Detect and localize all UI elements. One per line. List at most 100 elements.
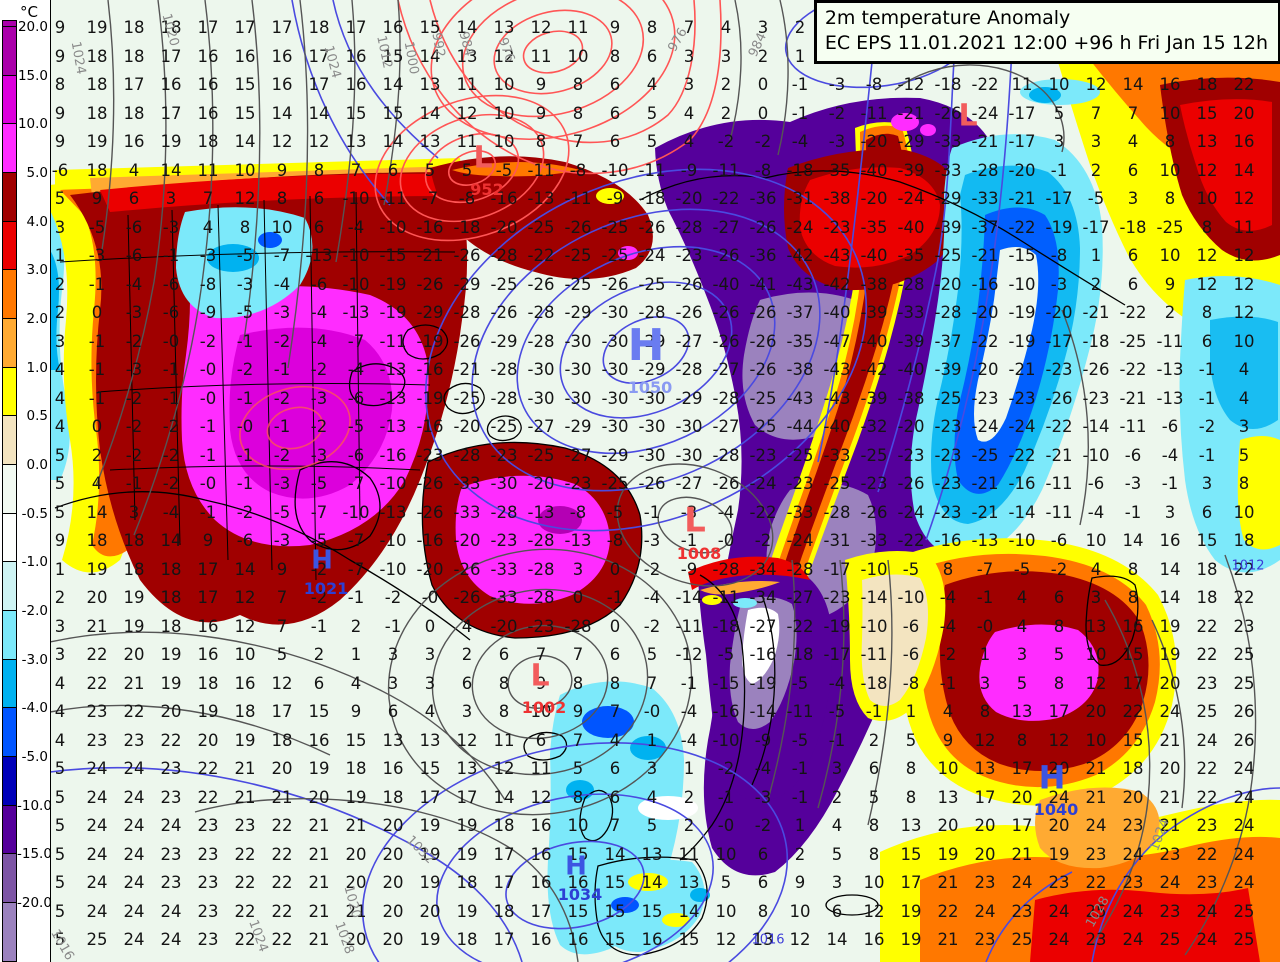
temperature-value: 1 [1090,246,1102,265]
temperature-value: -30 [527,388,555,408]
temperature-value: -26 [453,331,481,351]
temperature-value: -3 [310,388,328,408]
temperature-value: 0 [572,588,584,607]
temperature-value: 16 [197,46,219,66]
temperature-value: 17 [1011,816,1033,835]
temperature-value: 22 [86,645,108,664]
temperature-value: 4 [54,388,66,408]
temperature-value: -11 [379,189,407,208]
temperature-value: -11 [638,160,666,180]
temperature-value: 14 [419,46,441,66]
temperature-value: -1 [273,417,291,436]
temperature-value: 4 [91,474,103,493]
temperature-value: 2 [683,816,695,835]
temperature-value: -28 [712,445,740,465]
pressure-center-value: 1040 [1033,800,1079,820]
temperature-value: 19 [419,873,441,892]
temperature-value: -21 [971,474,999,493]
temperature-value: -27 [675,331,703,351]
temperature-value: -20 [897,417,925,436]
temperature-value: -16 [712,702,740,721]
temperature-value: 23 [160,759,182,778]
temperature-value: 18 [1233,531,1255,550]
temperature-value: -6 [1087,474,1105,493]
temperature-value: 19 [900,930,922,949]
temperature-value: 24 [123,844,145,864]
colorbar-segment [2,269,17,318]
temperature-value: -13 [527,189,555,208]
temperature-value: -43 [786,274,814,294]
temperature-value: -1 [680,531,698,550]
temperature-value: 24 [1233,759,1255,778]
temperature-value: 8 [905,759,917,778]
temperature-value: -39 [860,303,888,322]
temperature-value: -2 [1050,559,1068,579]
temperature-value: -30 [675,445,703,465]
temperature-value: -29 [897,132,925,151]
temperature-value: 3 [461,702,473,721]
temperature-value: -4 [680,730,698,750]
temperature-value: -3 [236,274,254,294]
temperature-value: 16 [863,930,885,949]
temperature-value: 7 [646,673,658,693]
temperature-value: 24 [1048,901,1070,921]
temperature-value: 24 [86,787,108,807]
temperature-value: 21 [308,930,330,949]
temperature-value: 8 [1053,673,1065,693]
temperature-value: 18 [160,616,182,636]
temperature-value: -2 [310,360,328,379]
temperature-value: 21 [1159,816,1181,835]
temperature-value: 17 [308,75,330,94]
temperature-value: 6 [609,759,621,778]
temperature-value: 11 [197,160,219,180]
temperature-value: -2 [1198,417,1216,436]
temperature-value: -21 [1082,303,1110,322]
temperature-value: 13 [345,132,367,151]
temperature-value: -40 [712,274,740,294]
temperature-value: -3 [273,474,291,493]
temperature-value: 19 [123,616,145,636]
temperature-value: -36 [749,246,777,265]
temperature-value: -18 [860,673,888,693]
temperature-value: -11 [712,588,740,607]
temperature-value: -21 [1008,360,1036,379]
temperature-value: -6 [51,160,69,180]
temperature-value: -40 [897,360,925,379]
temperature-value: -25 [527,445,555,465]
temperature-value: -1 [273,360,291,379]
temperature-value: 20 [1048,816,1070,835]
colorbar-tick-label: -1.0 [21,554,48,571]
temperature-value: -30 [638,388,666,408]
temperature-value: -28 [527,303,555,322]
temperature-value: 10 [937,759,959,778]
temperature-value: 15 [604,873,626,892]
temperature-value: 10 [1085,531,1107,550]
temperature-value: 4 [683,132,695,151]
temperature-value: -7 [273,246,291,265]
temperature-value: 8 [1164,132,1176,151]
temperature-value: -23 [823,217,851,237]
temperature-value: 3 [572,559,584,579]
temperature-value: 13 [419,75,441,94]
temperature-value: 19 [308,759,330,778]
temperature-value: -20 [453,531,481,550]
temperature-value: -2 [310,588,328,607]
temperature-value: 22 [271,873,293,892]
temperature-value: 10 [493,75,515,94]
temperature-value: -26 [527,274,555,294]
temperature-value: 12 [234,616,256,636]
temperature-value: 2 [757,46,769,66]
temperature-value: -28 [527,559,555,579]
colorbar-segment [2,74,17,124]
temperature-value: -10 [601,160,629,180]
temperature-value: 15 [382,103,404,123]
temperature-value: 14 [234,132,256,151]
temperature-value: 0 [757,75,769,94]
temperature-value: 8 [905,787,917,807]
temperature-value: -2 [273,445,291,465]
temperature-value: 21 [308,844,330,864]
temperature-value: 21 [937,873,959,892]
temperature-value: -17 [1082,217,1110,237]
temperature-value: 3 [683,75,695,94]
